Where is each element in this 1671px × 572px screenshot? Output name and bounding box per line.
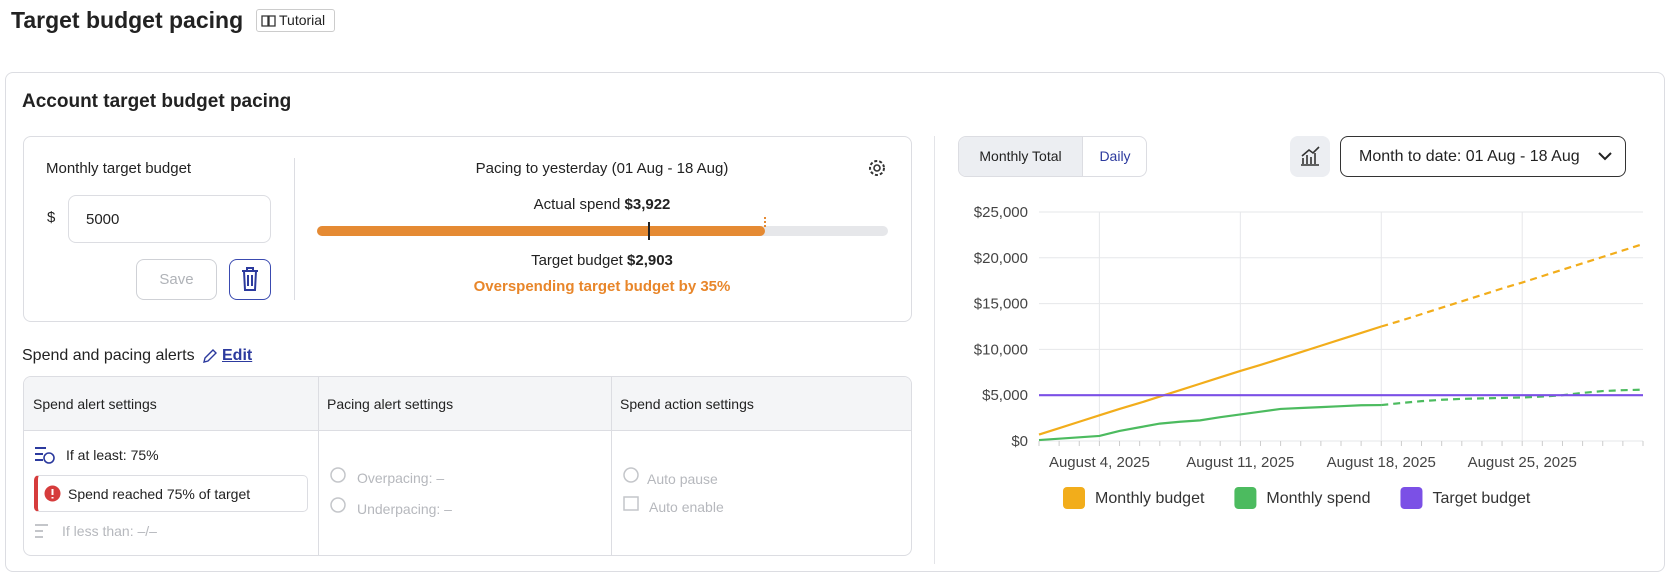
budget-box: [23, 136, 912, 322]
chart-type-button[interactable]: [1290, 136, 1330, 177]
less-than: If less than: –/–: [62, 523, 157, 539]
pacing-title: Pacing to yesterday (01 Aug - 18 Aug): [475, 160, 729, 177]
series-line: [1038, 325, 1382, 436]
currency: $: [47, 209, 56, 226]
alerts-title: Spend and pacing alerts: [22, 347, 195, 364]
divider: [294, 158, 295, 300]
tutorial-label: Tutorial: [279, 12, 326, 28]
book-icon: [261, 15, 276, 27]
column-divider: [318, 377, 319, 555]
page-title: Target budget pacing: [11, 7, 244, 33]
column-header: Pacing alert settings: [327, 396, 454, 412]
legend-label: Monthly budget: [1095, 490, 1205, 507]
legend-swatch: [1400, 487, 1423, 509]
auto-enable: Auto enable: [649, 499, 724, 515]
alert-notice: Spend reached 75% of target: [34, 475, 308, 512]
pacing-icons: [330, 467, 346, 513]
chevron: [1598, 152, 1612, 161]
alerts-table: Spend alert settings Pacing alert settin…: [23, 376, 912, 556]
target-value: $2,903: [627, 252, 673, 269]
table-header: [24, 377, 911, 431]
panel-divider: [934, 136, 935, 564]
x-tick-label: August 18, 2025: [1327, 454, 1436, 471]
target-marker: [647, 222, 650, 240]
pencil-icon: [203, 349, 217, 363]
series-line: [1380, 243, 1644, 328]
x-tick-label: August 25, 2025: [1468, 454, 1577, 471]
y-tick-label: $5,000: [982, 387, 1028, 404]
legend-swatch: [1234, 487, 1257, 509]
series-line: [1038, 403, 1382, 442]
target-budget: Target budget $2,903: [531, 252, 673, 269]
budget-marker: [763, 217, 766, 227]
action-icons: [623, 467, 639, 511]
save-button[interactable]: Save: [136, 259, 217, 300]
y-tick-label: $0: [1011, 433, 1028, 450]
actual-spend: Actual spend $3,922: [534, 196, 671, 213]
tab-active[interactable]: Monthly Total: [959, 137, 1083, 176]
underpacing: Underpacing: –: [357, 501, 452, 517]
notice-text: Spend reached 75% of target: [68, 486, 251, 502]
actual-fill: [317, 226, 765, 236]
y-tick-label: $20,000: [974, 250, 1028, 267]
target-label: Target budget: [531, 252, 623, 269]
y-tick-label: $25,000: [974, 204, 1028, 221]
auto-pause: Auto pause: [647, 471, 718, 487]
x-tick-label: August 11, 2025: [1186, 454, 1294, 471]
column-header: Spend alert settings: [33, 396, 157, 412]
trash-icon: [242, 267, 258, 291]
card-title: Account target budget pacing: [22, 91, 292, 112]
edit-label: Edit: [222, 347, 253, 364]
actual-value: $3,922: [624, 196, 671, 213]
y-tick-label: $15,000: [974, 296, 1028, 313]
pacing-track: [317, 217, 888, 240]
tutorial-button[interactable]: Tutorial: [256, 9, 335, 32]
edit-link[interactable]: Edit: [202, 347, 252, 365]
series-line: [1381, 388, 1644, 407]
at-least: If at least: 75%: [66, 447, 159, 463]
legend-swatch: [1063, 487, 1085, 509]
overspend-warning: Overspending target budget by 35%: [473, 278, 731, 295]
error-icon: [44, 485, 61, 502]
delete-button[interactable]: [229, 259, 271, 300]
legend-label: Target budget: [1432, 490, 1530, 507]
budget-input[interactable]: 5000: [68, 195, 271, 243]
column-header: Spend action settings: [620, 396, 754, 412]
settings-icon[interactable]: [866, 157, 888, 179]
y-tick-label: $10,000: [974, 341, 1028, 358]
actual-label: Actual spend: [533, 196, 621, 213]
view-tabs: Monthly Total Daily: [958, 136, 1147, 177]
column-divider: [611, 377, 612, 555]
date-range-dropdown[interactable]: Month to date: 01 Aug - 18 Aug: [1340, 136, 1626, 177]
less-icon: [35, 524, 48, 538]
chart-icon: [1301, 146, 1320, 166]
spend-icon: [35, 447, 55, 464]
budget-label: Monthly target budget: [46, 160, 192, 177]
legend-label: Monthly spend: [1266, 490, 1370, 507]
tab[interactable]: Daily: [1099, 148, 1131, 164]
x-tick-label: August 4, 2025: [1049, 454, 1150, 471]
overpacing: Overpacing: –: [357, 470, 445, 486]
date-range: Month to date: 01 Aug - 18 Aug: [1359, 148, 1580, 165]
